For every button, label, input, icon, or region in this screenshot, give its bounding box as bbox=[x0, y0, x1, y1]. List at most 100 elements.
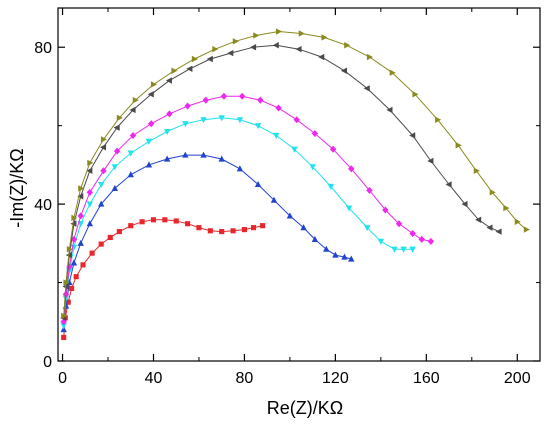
data-point bbox=[503, 204, 510, 212]
data-point bbox=[61, 312, 68, 320]
data-point bbox=[327, 183, 335, 190]
series-1 bbox=[61, 217, 266, 341]
data-point bbox=[86, 220, 94, 227]
data-point bbox=[77, 212, 84, 220]
data-point bbox=[232, 38, 239, 45]
series-line bbox=[63, 154, 352, 330]
data-point bbox=[87, 159, 94, 167]
data-point bbox=[70, 244, 78, 251]
axis-tick-labels: 0 40 80 120 160 200 0 40 80 bbox=[34, 40, 531, 387]
y-tick-label: 0 bbox=[43, 354, 52, 371]
data-point bbox=[273, 132, 280, 139]
data-point bbox=[495, 228, 502, 235]
data-point bbox=[254, 123, 262, 130]
y-axis-label: -Im(Z)/KΩ bbox=[7, 148, 27, 227]
data-point bbox=[473, 167, 480, 174]
data-point bbox=[116, 229, 122, 235]
data-point bbox=[220, 92, 228, 100]
data-point bbox=[260, 223, 266, 229]
data-point bbox=[341, 253, 348, 260]
data-point bbox=[145, 138, 153, 145]
data-point bbox=[435, 116, 442, 123]
data-point bbox=[219, 229, 225, 235]
data-point bbox=[162, 217, 168, 223]
data-point bbox=[71, 214, 78, 222]
data-point bbox=[63, 279, 70, 286]
data-point bbox=[445, 181, 452, 188]
data-point bbox=[218, 155, 225, 162]
data-point bbox=[196, 225, 202, 231]
data-point bbox=[241, 227, 247, 233]
data-point bbox=[311, 129, 319, 138]
data-point bbox=[206, 55, 213, 63]
data-point bbox=[99, 144, 107, 151]
data-point bbox=[97, 200, 105, 207]
data-point bbox=[300, 224, 307, 231]
data-point bbox=[489, 189, 496, 196]
data-point bbox=[286, 212, 294, 219]
data-point bbox=[270, 196, 278, 203]
data-point bbox=[227, 49, 234, 57]
data-point bbox=[475, 216, 482, 223]
data-point bbox=[236, 165, 244, 172]
x-tick-label: 80 bbox=[236, 370, 254, 387]
x-tick-label: 40 bbox=[145, 370, 163, 387]
data-point bbox=[250, 44, 257, 51]
series-3 bbox=[60, 115, 416, 330]
data-point bbox=[340, 67, 348, 74]
data-point bbox=[523, 226, 530, 233]
series-6 bbox=[61, 28, 530, 320]
data-point bbox=[73, 274, 79, 280]
data-point bbox=[182, 121, 189, 128]
y-tick-label: 80 bbox=[34, 40, 52, 57]
data-point bbox=[127, 150, 134, 157]
series-2 bbox=[60, 151, 355, 333]
data-point bbox=[409, 246, 416, 253]
data-point bbox=[230, 228, 236, 234]
x-tick-label: 120 bbox=[322, 370, 349, 387]
data-point bbox=[111, 184, 119, 191]
data-point bbox=[275, 104, 282, 112]
data-point bbox=[100, 136, 107, 143]
series-4 bbox=[60, 92, 435, 326]
data-point bbox=[100, 167, 107, 175]
data-point bbox=[77, 193, 84, 200]
data-point bbox=[77, 239, 84, 246]
data-point bbox=[80, 262, 86, 268]
data-point bbox=[345, 205, 353, 212]
x-tick-label: 0 bbox=[58, 370, 67, 387]
data-point bbox=[163, 155, 171, 162]
data-point bbox=[129, 131, 137, 139]
data-point bbox=[427, 157, 434, 165]
data-point bbox=[257, 96, 264, 104]
data-point bbox=[218, 115, 225, 122]
data-point bbox=[395, 220, 403, 228]
data-point bbox=[418, 235, 425, 243]
data-point bbox=[377, 238, 385, 245]
data-point bbox=[139, 219, 145, 225]
data-point bbox=[323, 245, 330, 252]
data-point bbox=[150, 217, 157, 223]
data-point bbox=[382, 206, 389, 214]
data-point bbox=[366, 186, 373, 194]
data-point bbox=[409, 230, 416, 238]
data-point bbox=[200, 151, 207, 158]
data-point bbox=[348, 255, 355, 262]
data-point bbox=[364, 225, 371, 232]
data-point bbox=[182, 151, 189, 158]
series-line bbox=[63, 117, 413, 326]
data-point bbox=[163, 128, 171, 136]
data-point bbox=[202, 96, 209, 104]
data-point bbox=[60, 323, 67, 330]
data-point bbox=[293, 116, 300, 124]
data-point bbox=[236, 117, 244, 124]
data-point bbox=[332, 251, 339, 258]
data-point bbox=[318, 53, 325, 61]
data-point bbox=[150, 81, 158, 88]
data-point bbox=[389, 69, 396, 76]
data-point bbox=[116, 114, 123, 122]
data-point bbox=[514, 218, 521, 225]
data-point bbox=[98, 241, 104, 247]
data-point bbox=[253, 32, 260, 39]
